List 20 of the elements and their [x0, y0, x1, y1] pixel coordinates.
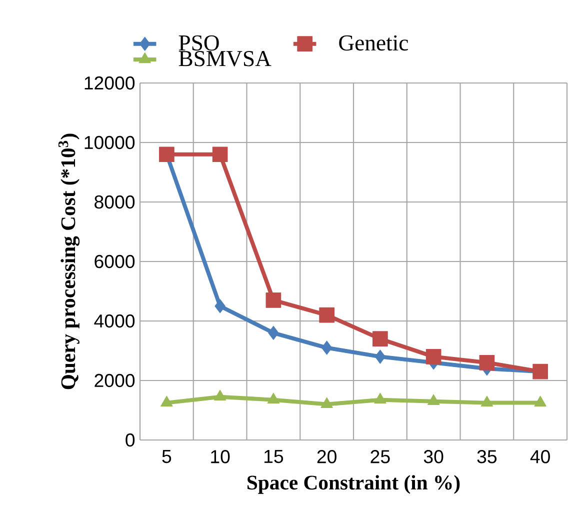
x-tick-label: 35 [477, 450, 497, 464]
y-tick-label: 10000 [84, 136, 135, 150]
x-tick-label: 25 [370, 450, 390, 464]
x-tick-label: 40 [530, 450, 550, 464]
x-axis-title: Space Constraint (in %) [248, 475, 460, 494]
x-tick-label: 15 [264, 450, 284, 464]
x-tick-label: 30 [424, 450, 444, 464]
y-tick-label: 6000 [94, 254, 135, 268]
y-tick-label: 12000 [84, 76, 135, 90]
y-tick-label: 8000 [94, 195, 135, 209]
y-axis-title: Query processing Cost (*10$^{3}$) [58, 134, 80, 390]
legend-label: Genetic [339, 35, 408, 51]
x-tick-label: 5 [162, 450, 172, 464]
x-tick-label: 10 [211, 450, 230, 464]
legend-label: PSO [178, 35, 219, 51]
y-tick-label: 0 [126, 433, 135, 447]
y-tick-label: 2000 [94, 374, 135, 388]
legend-label: BSMVSA [178, 51, 272, 66]
y-tick-label: 4000 [94, 314, 135, 328]
x-tick-label: 20 [317, 450, 336, 464]
